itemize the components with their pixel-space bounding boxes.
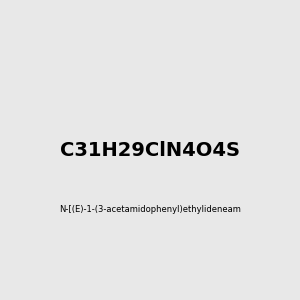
Text: C31H29ClN4O4S: C31H29ClN4O4S [60, 140, 240, 160]
Text: N-[(E)-1-(3-acetamidophenyl)ethylideneam: N-[(E)-1-(3-acetamidophenyl)ethylideneam [59, 206, 241, 214]
